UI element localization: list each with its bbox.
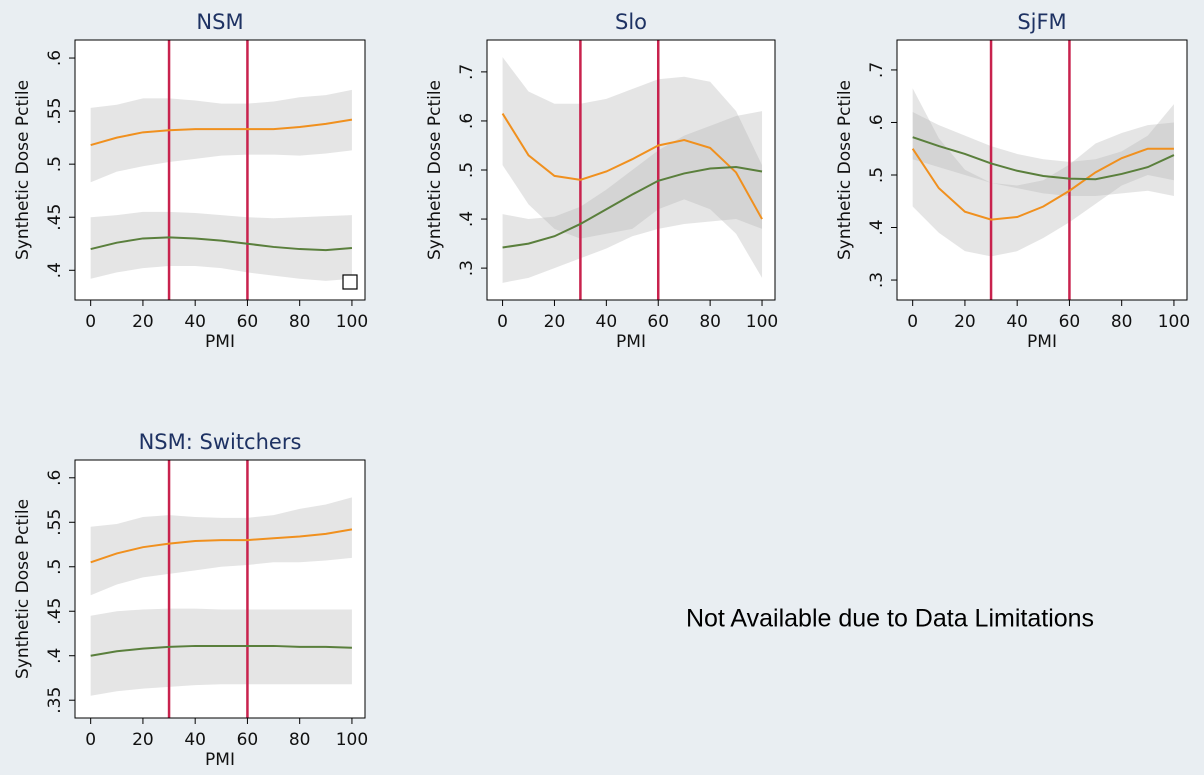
y-tick-label: .4	[457, 211, 477, 227]
x-tick-label: 40	[184, 730, 206, 750]
series-line	[90, 644, 352, 657]
plot-area	[487, 40, 775, 300]
y-tick-label: .6	[867, 114, 887, 130]
y-tick-label: .6	[457, 113, 477, 129]
y-tick-label: .4	[867, 219, 887, 235]
x-tick-label: 100	[336, 312, 368, 332]
y-tick-label: .4	[45, 262, 65, 278]
plot-area	[75, 40, 365, 300]
x-axis-label: PMI	[616, 332, 646, 352]
y-tick-label: .5	[457, 162, 477, 178]
x-tick-label: 20	[132, 312, 154, 332]
confidence-band	[912, 104, 1174, 196]
x-tick-label: 20	[132, 730, 154, 750]
plot-frame	[896, 39, 1188, 301]
y-tick-label: .7	[457, 64, 477, 80]
legend-box	[342, 274, 358, 290]
x-tick-label: 20	[954, 312, 976, 332]
series-line	[90, 236, 353, 252]
x-tick-label: 80	[289, 730, 311, 750]
y-tick-label: .55	[45, 98, 65, 125]
x-tick-label: 60	[647, 312, 669, 332]
plot-frame	[74, 39, 366, 301]
x-tick-label: 100	[336, 730, 368, 750]
plot-area	[75, 460, 365, 718]
chart-title: NSM: Switchers	[139, 430, 302, 454]
chart-title: NSM	[196, 10, 243, 34]
x-tick-label: 0	[907, 312, 918, 332]
confidence-band	[90, 89, 352, 183]
y-tick-label: .45	[45, 204, 65, 231]
y-axis-label: Synthetic Dose Pctile	[13, 80, 33, 260]
confidence-band	[912, 88, 1174, 257]
y-axis-label: Synthetic Dose Pctile	[13, 499, 33, 679]
y-tick-label: .3	[457, 260, 477, 276]
confidence-band	[502, 57, 763, 278]
y-tick-label: .5	[45, 156, 65, 172]
confidence-band	[90, 608, 352, 696]
x-tick-label: 80	[1111, 312, 1133, 332]
x-tick-label: 20	[544, 312, 566, 332]
confidence-band	[90, 497, 352, 596]
series-line	[90, 118, 353, 147]
x-tick-label: 40	[596, 312, 618, 332]
y-tick-label: .3	[867, 272, 887, 288]
plot-frame	[74, 459, 366, 719]
y-tick-label: .6	[45, 50, 65, 66]
annotation: Not Available due to Data Limitations	[686, 605, 1094, 633]
confidence-band	[90, 211, 352, 281]
x-tick-label: 40	[1006, 312, 1028, 332]
x-tick-label: 80	[289, 312, 311, 332]
y-tick-label: .6	[45, 470, 65, 486]
x-axis-label: PMI	[1027, 332, 1057, 352]
series-line	[501, 113, 763, 220]
series-line	[90, 528, 353, 564]
y-tick-label: .5	[867, 167, 887, 183]
x-tick-label: 0	[85, 730, 96, 750]
x-tick-label: 0	[85, 312, 96, 332]
series-line	[911, 147, 1174, 221]
x-tick-label: 60	[237, 312, 259, 332]
x-tick-label: 60	[1059, 312, 1081, 332]
x-tick-label: 0	[497, 312, 508, 332]
y-tick-label: .4	[45, 648, 65, 664]
y-tick-label: .45	[45, 598, 65, 625]
y-axis-label: Synthetic Dose Pctile	[425, 80, 445, 260]
confidence-band	[502, 111, 763, 283]
y-axis-label: Synthetic Dose Pctile	[835, 80, 855, 260]
series-line	[912, 136, 1175, 181]
chart-title: SjFM	[1017, 10, 1066, 34]
x-tick-label: 80	[699, 312, 721, 332]
chart-title: Slo	[615, 10, 647, 34]
y-tick-label: .7	[867, 62, 887, 78]
y-tick-label: .5	[45, 559, 65, 575]
x-tick-label: 60	[237, 730, 259, 750]
x-tick-label: 100	[746, 312, 778, 332]
y-tick-label: .55	[45, 509, 65, 536]
x-axis-label: PMI	[205, 750, 235, 770]
x-tick-label: 100	[1158, 312, 1190, 332]
series-line	[502, 166, 763, 249]
x-axis-label: PMI	[205, 332, 235, 352]
x-tick-label: 40	[184, 312, 206, 332]
y-tick-label: .35	[45, 687, 65, 714]
